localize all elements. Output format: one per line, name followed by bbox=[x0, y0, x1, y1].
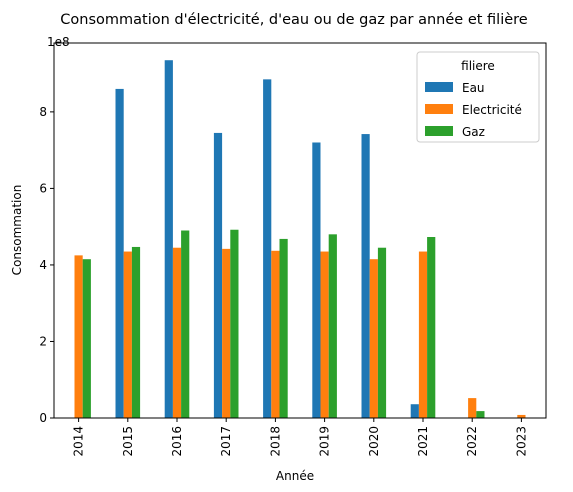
bar bbox=[172, 247, 182, 418]
bar bbox=[74, 255, 83, 418]
legend-title: filiere bbox=[461, 59, 495, 73]
y-axis: 0 2 4 6 8 bbox=[39, 105, 54, 425]
bar bbox=[230, 229, 239, 418]
bar bbox=[271, 250, 280, 418]
bar bbox=[312, 142, 321, 418]
bar bbox=[418, 251, 428, 418]
x-tick-label: 2015 bbox=[121, 426, 135, 457]
legend-swatch bbox=[425, 104, 453, 114]
bar bbox=[468, 398, 477, 418]
legend-label: Eau bbox=[462, 81, 485, 95]
x-tick-label: 2021 bbox=[416, 426, 430, 457]
y-tick-label: 4 bbox=[39, 258, 47, 272]
legend-swatch bbox=[425, 82, 453, 92]
bar bbox=[410, 404, 419, 418]
chart-title: Consommation d'électricité, d'eau ou de … bbox=[60, 12, 528, 28]
y-tick-label: 0 bbox=[39, 411, 47, 425]
x-tick-label: 2018 bbox=[268, 426, 282, 457]
bar bbox=[517, 414, 526, 418]
legend: filiere Eau Electricité Gaz bbox=[416, 51, 540, 143]
x-tick-label: 2019 bbox=[318, 426, 332, 457]
y-tick-label: 2 bbox=[39, 334, 47, 348]
bar bbox=[213, 132, 223, 418]
bar bbox=[164, 60, 173, 418]
bar bbox=[123, 251, 132, 418]
bar bbox=[279, 238, 288, 418]
x-tick-label: 2017 bbox=[219, 426, 233, 457]
bar bbox=[328, 234, 337, 418]
bars-layer bbox=[74, 60, 526, 419]
x-tick-label: 2022 bbox=[465, 426, 479, 457]
legend-swatch bbox=[425, 126, 453, 136]
x-axis-label: Année bbox=[276, 469, 314, 483]
y-axis-label: Consommation bbox=[10, 185, 24, 276]
bar bbox=[263, 79, 272, 418]
bar bbox=[115, 88, 124, 418]
bar bbox=[377, 247, 387, 418]
x-tick-label: 2020 bbox=[367, 426, 381, 457]
legend-box bbox=[416, 51, 540, 143]
bar bbox=[320, 251, 329, 418]
x-tick-label: 2014 bbox=[72, 426, 86, 457]
bar bbox=[369, 259, 378, 418]
y-multiplier-label: 1e8 bbox=[47, 35, 70, 49]
bar bbox=[181, 230, 190, 418]
bar bbox=[361, 134, 370, 419]
y-tick-label: 8 bbox=[39, 105, 47, 119]
x-axis: 2014 2015 2016 2017 2018 2019 2020 2021 2022 2023 bbox=[72, 418, 528, 457]
bar bbox=[131, 246, 141, 418]
bar bbox=[476, 411, 485, 418]
bar bbox=[222, 248, 231, 418]
y-tick-label: 6 bbox=[39, 181, 47, 195]
x-tick-label: 2016 bbox=[170, 426, 184, 457]
legend-label: Electricité bbox=[462, 103, 522, 117]
plot-frame bbox=[53, 42, 547, 419]
bar bbox=[427, 237, 436, 418]
x-tick-label: 2023 bbox=[514, 426, 528, 457]
bar bbox=[82, 259, 91, 418]
legend-label: Gaz bbox=[462, 125, 485, 139]
